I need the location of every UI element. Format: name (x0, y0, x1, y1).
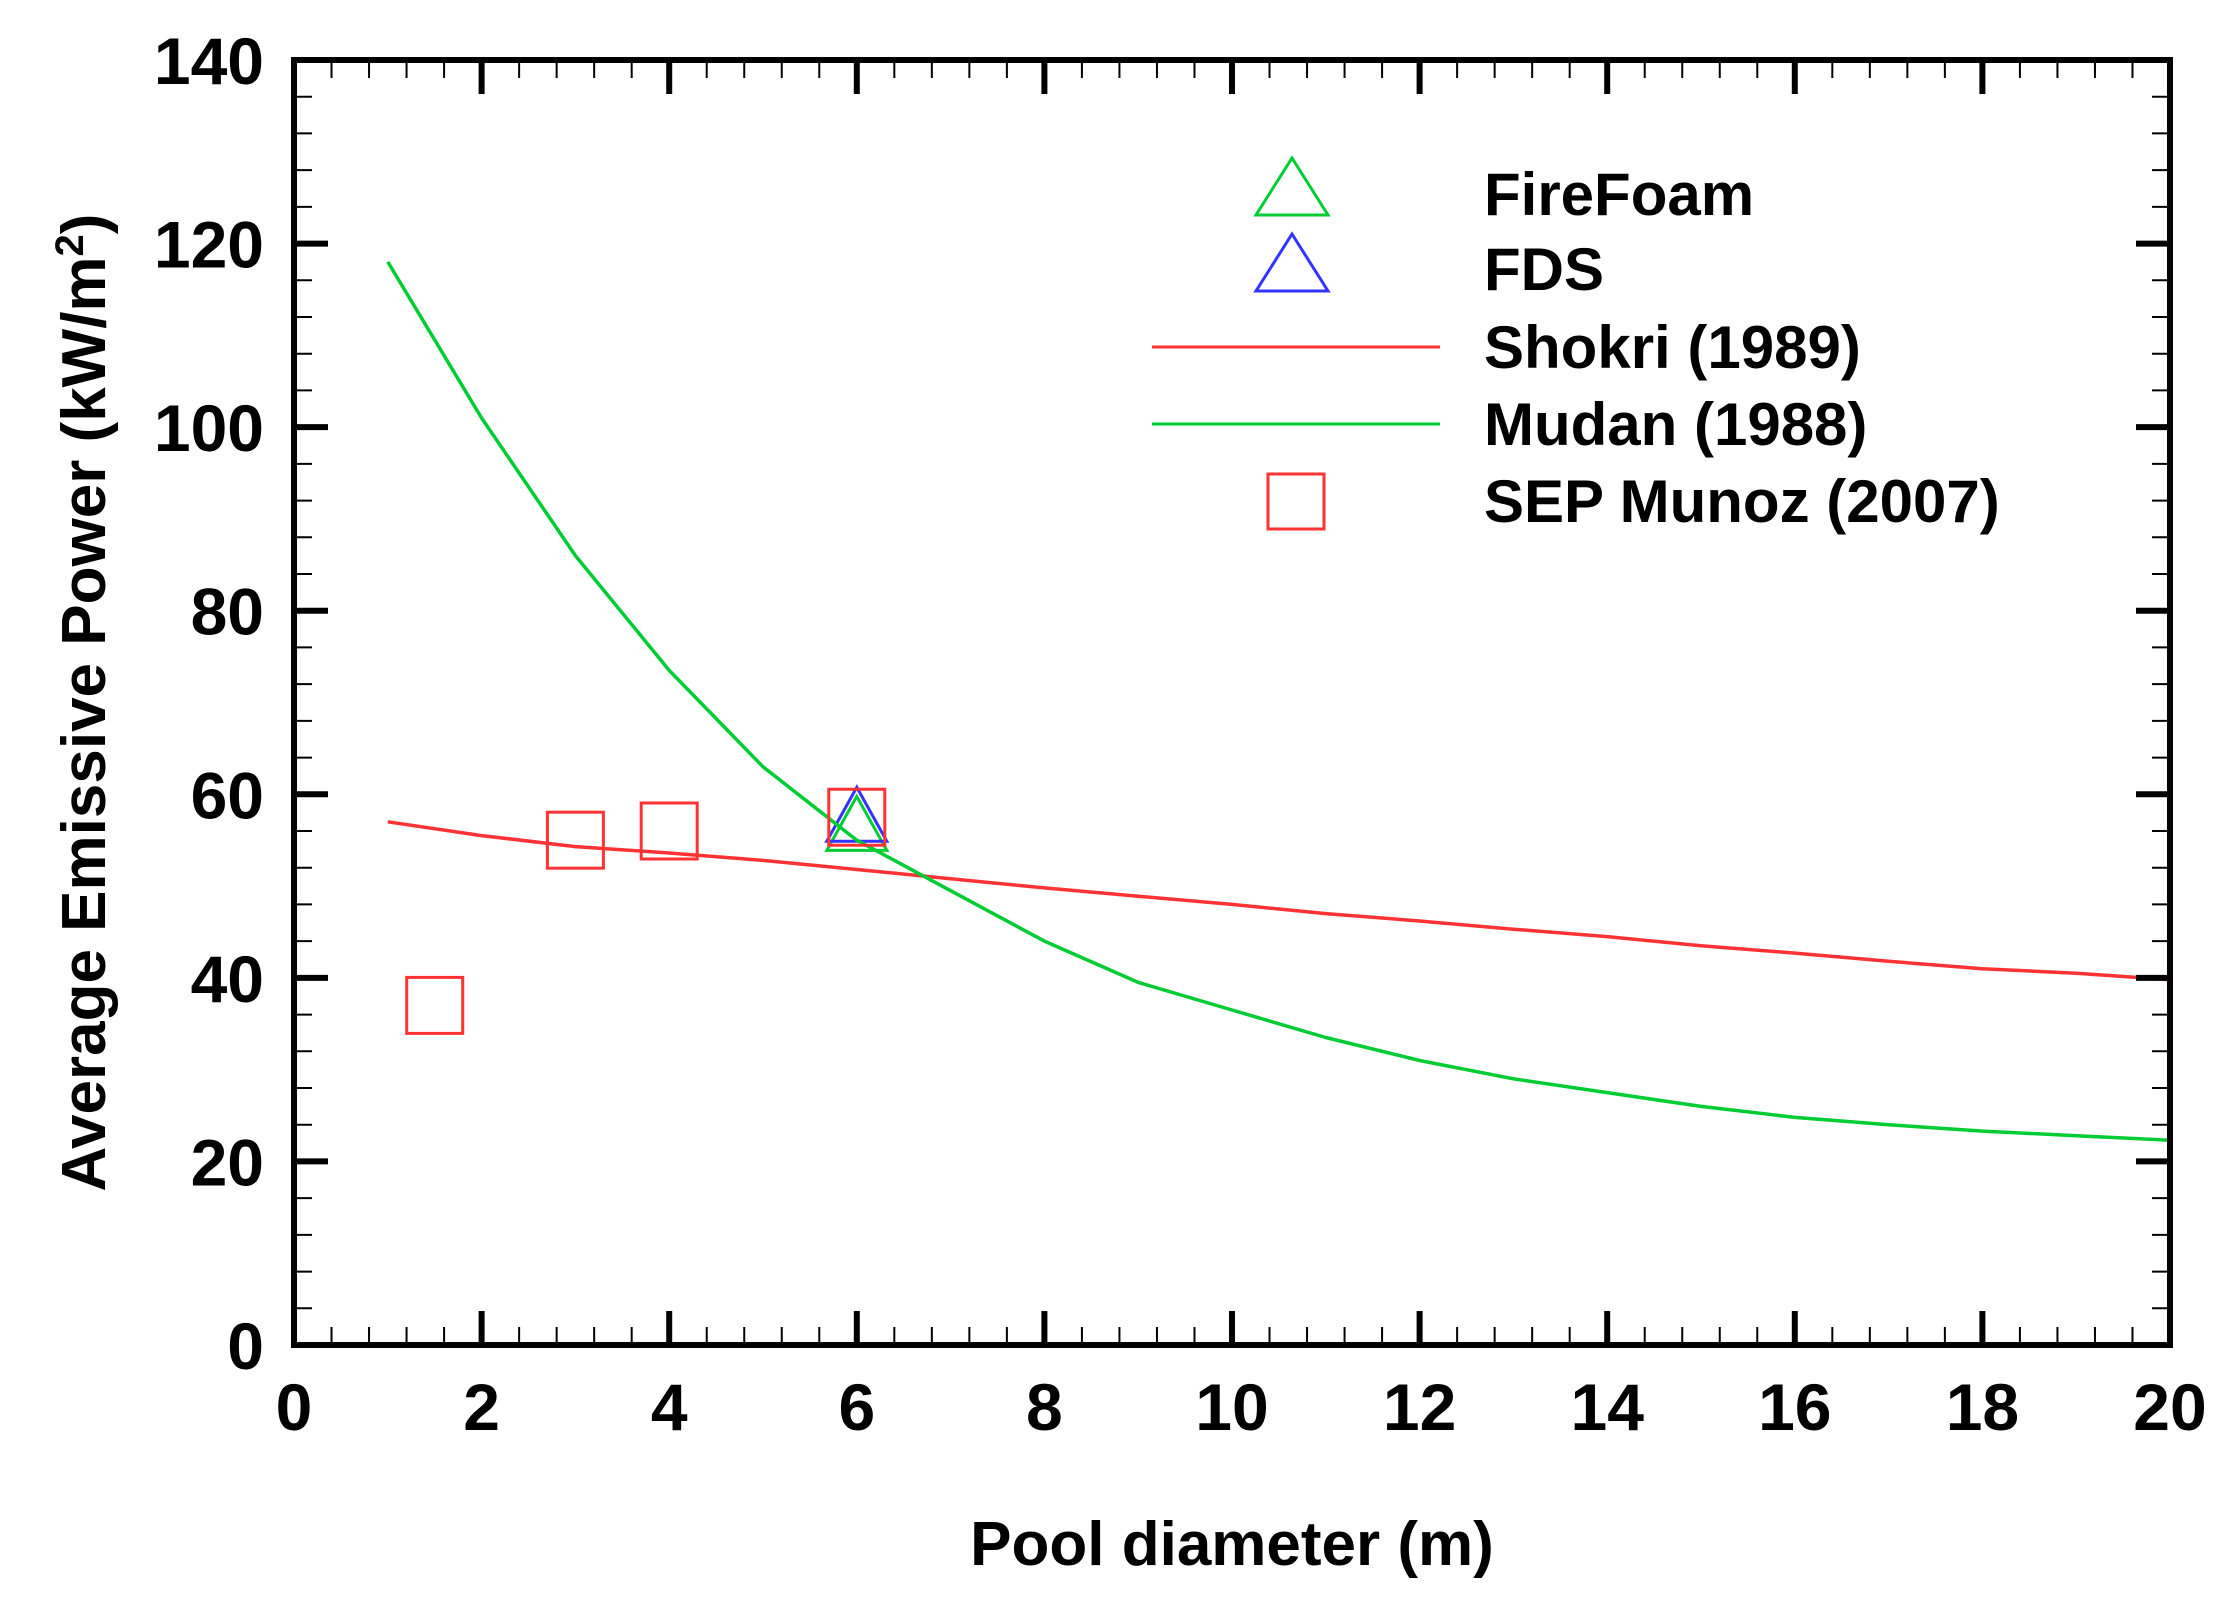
y-tick-label: 40 (191, 942, 264, 1016)
x-tick-label: 8 (1026, 1370, 1063, 1444)
data-point-sep-munoz-2007 (827, 787, 887, 847)
minor-ticks (293, 59, 2171, 1346)
x-tick-label: 10 (1195, 1370, 1268, 1444)
legend-label-shokri: Shokri (1989) (1484, 314, 1861, 381)
tick-labels: 0 2 4 6 8 10 12 14 16 18 20 0 20 40 60 80 100 120 140 (154, 24, 2207, 1444)
plot-frame (291, 57, 2173, 1348)
y-tick-label: 0 (227, 1309, 264, 1383)
data-point-firefoam (824, 793, 890, 852)
legend-marker-sep-munoz (1266, 472, 1326, 531)
y-tick-label: 100 (154, 391, 264, 465)
legend-label-firefoam: FireFoam (1484, 161, 1754, 228)
x-tick-label: 18 (1946, 1370, 2019, 1444)
legend-label-mudan: Mudan (1988) (1484, 391, 1867, 458)
y-tick-label: 20 (191, 1125, 264, 1199)
y-tick-label: 60 (191, 758, 264, 832)
legend-marker-fds (1253, 231, 1331, 293)
data-point-sep-munoz-2007 (545, 810, 605, 870)
y-tick-label: 120 (154, 208, 264, 282)
x-tick-label: 0 (276, 1370, 313, 1444)
data-point-sep-munoz-2007 (639, 801, 699, 861)
y-tick-label: 140 (154, 24, 264, 98)
x-tick-label: 14 (1570, 1370, 1644, 1444)
plot-elements (386, 260, 2171, 1143)
legend-label-sep-munoz: SEP Munoz (2007) (1484, 468, 2000, 535)
series-line-shokri-1989 (387, 820, 2171, 982)
y-axis-title-main: Average Emissive Power (kW/m (50, 256, 119, 1191)
x-tick-label: 2 (463, 1370, 500, 1444)
major-ticks (291, 57, 2173, 1348)
x-tick-label: 16 (1758, 1370, 1831, 1444)
x-tick-label: 6 (838, 1370, 875, 1444)
y-tick-label: 80 (191, 575, 264, 649)
y-axis-title-tail: ) (50, 214, 119, 235)
y-axis-title-superscript: 2 (48, 234, 92, 256)
data-point-sep-munoz-2007 (405, 975, 465, 1035)
legend-label-fds: FDS (1484, 236, 1604, 303)
legend-marker-firefoam (1253, 155, 1331, 217)
legend: FireFoam FDS Shokri (1989) Mudan (1988) … (1152, 155, 2000, 535)
x-tick-label: 12 (1383, 1370, 1456, 1444)
y-axis-title: Average Emissive Power (kW/m2) (48, 214, 119, 1192)
x-axis-title: Pool diameter (m) (970, 1510, 1494, 1579)
series-line-mudan-1988 (386, 260, 2171, 1143)
x-tick-label: 20 (2133, 1370, 2206, 1444)
x-tick-label: 4 (651, 1370, 688, 1444)
